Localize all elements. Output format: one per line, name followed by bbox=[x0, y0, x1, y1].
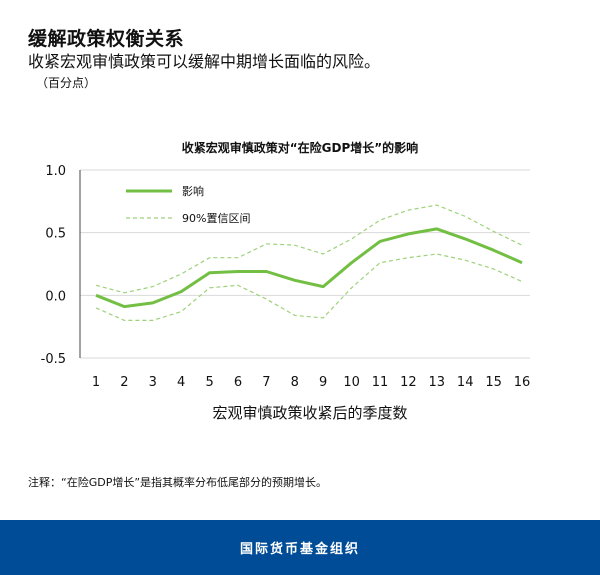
x-tick-label: 6 bbox=[234, 375, 242, 390]
x-tick-label: 8 bbox=[291, 375, 299, 390]
chart-note: 注释：“在险GDP增长”是指其概率分布低尾部分的预期增长。 bbox=[28, 476, 328, 489]
ci-line-1 bbox=[95, 204, 523, 294]
x-tick-label: 16 bbox=[514, 375, 531, 390]
x-tick-label: 9 bbox=[319, 375, 327, 390]
impact-line bbox=[95, 227, 523, 309]
legend-label: 影响 bbox=[182, 185, 204, 198]
x-tick-label: 2 bbox=[120, 375, 128, 390]
footer-org: 国际货币基金组织 bbox=[239, 542, 360, 557]
x-tick-label: 14 bbox=[457, 375, 474, 390]
unit-label: （百分点） bbox=[36, 76, 97, 90]
page-title: 缓解政策权衡关系 bbox=[28, 28, 185, 50]
y-tick-label: 0.0 bbox=[45, 289, 66, 304]
ci-line-2 bbox=[95, 253, 523, 321]
chart-title: 收紧宏观审慎政策对“在险GDP增长”的影响 bbox=[182, 140, 418, 155]
x-tick-label: 13 bbox=[429, 375, 446, 390]
x-tick-label: 5 bbox=[205, 375, 213, 390]
y-tick-label: -0.5 bbox=[41, 352, 66, 367]
x-tick-label: 12 bbox=[400, 375, 417, 390]
legend-label: 90%置信区间 bbox=[182, 212, 250, 225]
x-tick-label: 10 bbox=[343, 375, 360, 390]
x-tick-label: 4 bbox=[177, 375, 185, 390]
x-tick-label: 1 bbox=[92, 375, 100, 390]
x-axis-label: 宏观审慎政策收紧后的季度数 bbox=[212, 404, 407, 422]
line-chart: 收紧宏观审慎政策对“在险GDP增长”的影响-0.50.00.51.01 2 3 4 5 6… bbox=[41, 140, 531, 422]
footer-bar: 国际货币基金组织 bbox=[0, 520, 600, 575]
x-tick-label: 15 bbox=[485, 375, 502, 390]
x-tick-label: 3 bbox=[149, 375, 157, 390]
x-tick-label: 11 bbox=[372, 375, 389, 390]
y-tick-label: 0.5 bbox=[45, 227, 66, 242]
page-subtitle: 收紧宏观审慎政策可以缓解中期增长面临的风险。 bbox=[28, 52, 381, 71]
x-tick-label: 7 bbox=[262, 375, 270, 390]
y-tick-label: 1.0 bbox=[45, 164, 66, 179]
